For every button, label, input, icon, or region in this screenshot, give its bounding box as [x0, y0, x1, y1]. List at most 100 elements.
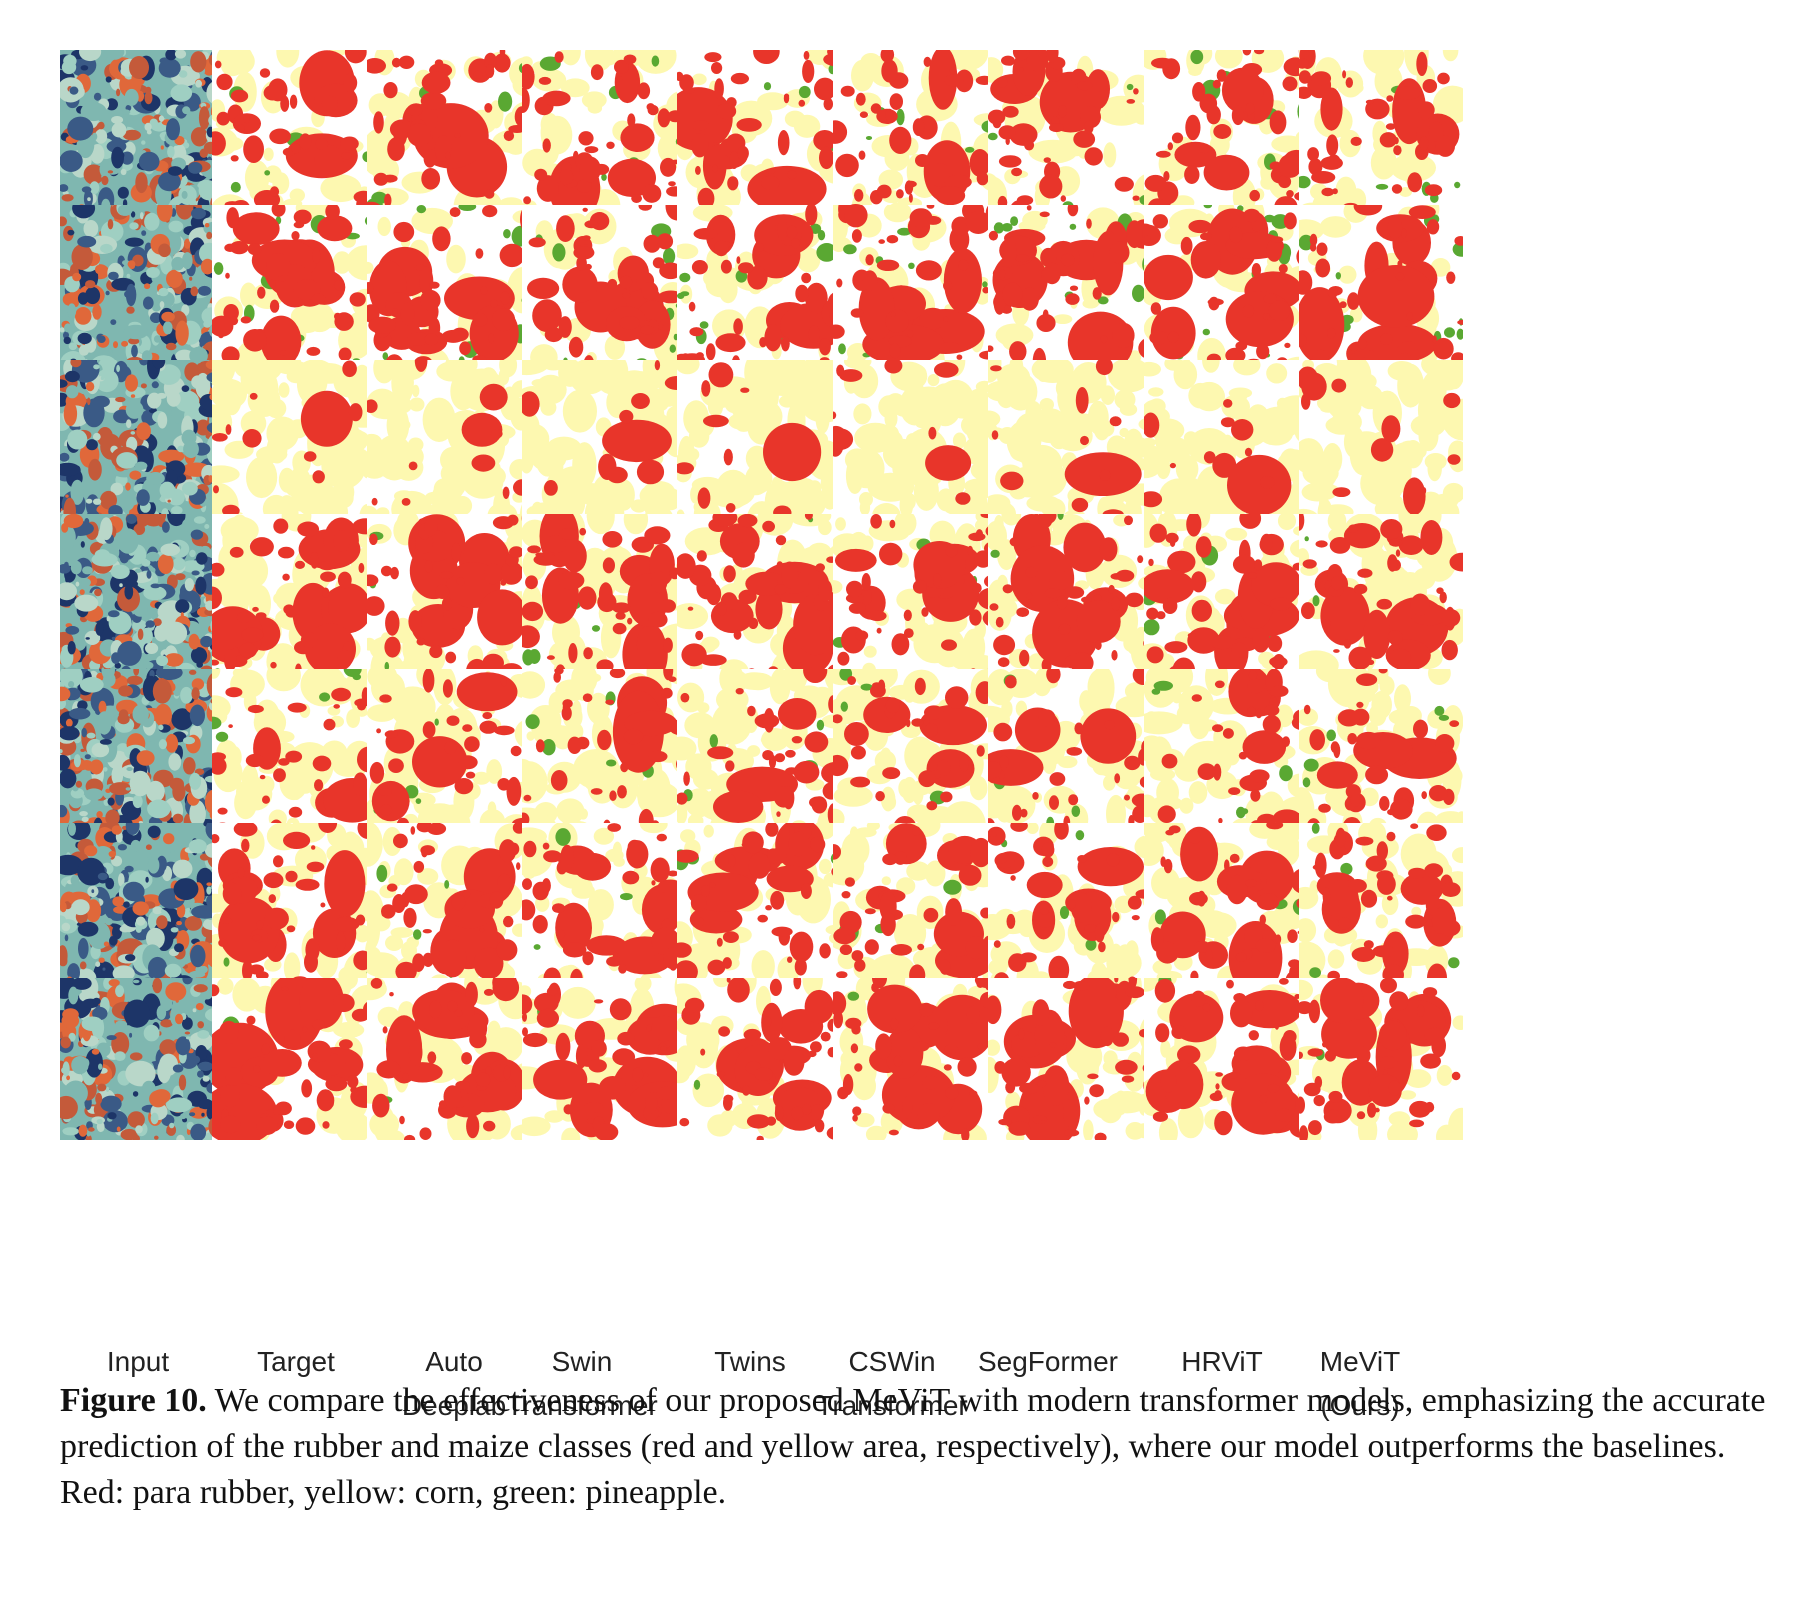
pineapple-region — [1132, 284, 1145, 303]
input-texture — [108, 850, 116, 858]
segmentation-map-row2-twins — [677, 205, 841, 367]
rubber-region — [1263, 293, 1278, 304]
input-texture — [79, 677, 104, 693]
rubber-region — [1012, 50, 1030, 61]
corn-region — [760, 735, 778, 745]
pineapple-region — [601, 173, 607, 181]
rubber-region — [762, 520, 775, 533]
input-texture — [111, 765, 124, 786]
rubber-region — [847, 676, 856, 685]
rubber-region — [862, 270, 878, 291]
rubber-region — [1420, 520, 1443, 555]
corn-region — [1399, 706, 1422, 726]
input-texture — [89, 181, 100, 195]
rubber-region — [358, 562, 365, 574]
input-texture — [163, 321, 173, 335]
rubber-region — [998, 76, 1008, 88]
corn-region — [1386, 565, 1408, 595]
rubber-region — [793, 760, 820, 784]
rubber-region — [988, 761, 1002, 779]
rubber-region — [1164, 641, 1188, 654]
rubber-region — [905, 718, 911, 728]
rubber-region — [1437, 72, 1450, 85]
input-texture — [92, 304, 102, 320]
rubber-region — [441, 329, 465, 343]
rubber-region — [1242, 730, 1287, 764]
input-texture — [166, 269, 183, 288]
corn-region — [391, 361, 414, 405]
rubber-region — [1347, 292, 1360, 310]
rubber-region — [348, 403, 363, 422]
rubber-region — [748, 617, 759, 629]
input-texture — [112, 965, 135, 982]
rubber-region — [936, 759, 951, 776]
input-texture — [80, 65, 89, 71]
input-texture — [126, 306, 135, 314]
input-image-row1-input — [60, 50, 224, 212]
rubber-region — [1042, 309, 1049, 319]
input-texture — [111, 146, 124, 169]
corn-region — [376, 360, 387, 367]
rubber-region — [785, 749, 796, 758]
rubber-region — [621, 292, 631, 299]
rubber-region — [1353, 205, 1383, 216]
input-texture — [69, 86, 79, 95]
segmentation-map-row3-target — [212, 360, 376, 522]
input-texture — [121, 109, 131, 115]
segmentation-map-row2-hrvit — [1144, 205, 1308, 367]
rubber-region — [944, 74, 964, 87]
corn-region — [1363, 50, 1405, 76]
rubber-region — [691, 260, 708, 275]
rubber-region — [1232, 554, 1256, 574]
pineapple-region — [680, 291, 690, 297]
rubber-region — [801, 272, 812, 284]
rubber-region — [293, 209, 312, 225]
input-texture — [178, 70, 188, 78]
corn-region — [859, 499, 871, 516]
rubber-region — [550, 770, 568, 791]
rubber-region — [1357, 338, 1368, 350]
rubber-region — [677, 792, 688, 805]
rubber-region — [573, 246, 595, 260]
rubber-region — [1391, 184, 1403, 194]
corn-region — [526, 731, 535, 741]
rubber-region — [422, 669, 435, 693]
rubber-region — [1058, 623, 1071, 635]
rubber-region — [522, 87, 530, 113]
rubber-region — [1167, 142, 1173, 151]
corn-region — [212, 360, 236, 387]
rubber-region — [868, 610, 887, 622]
segmentation-map-row4-cswin — [833, 514, 997, 676]
input-texture — [161, 311, 175, 322]
rubber-region — [840, 85, 855, 97]
rubber-region — [488, 333, 495, 344]
corn-region — [558, 360, 583, 387]
input-texture — [160, 909, 165, 913]
rubber-region — [1327, 287, 1338, 298]
input-texture — [146, 472, 165, 485]
corn-region — [1335, 176, 1357, 205]
pineapple-region — [1335, 272, 1341, 280]
rubber-region — [229, 546, 244, 558]
input-texture — [96, 811, 103, 819]
input-texture — [64, 370, 80, 383]
rubber-region — [1315, 577, 1323, 584]
corn-region — [988, 173, 1000, 201]
rubber-region — [687, 606, 694, 611]
rubber-region — [1104, 720, 1116, 730]
corn-region — [581, 91, 607, 109]
rubber-region — [631, 194, 642, 203]
rubber-region — [1075, 387, 1089, 414]
rubber-region — [923, 56, 932, 67]
corn-region — [735, 418, 753, 432]
corn-region — [241, 764, 259, 793]
rubber-region — [681, 643, 707, 667]
corn-region — [246, 456, 278, 499]
rubber-region — [615, 612, 626, 620]
rubber-region — [885, 108, 894, 122]
rubber-region — [1228, 787, 1241, 795]
rubber-region — [1212, 452, 1237, 478]
rubber-region — [212, 586, 222, 610]
rubber-region — [434, 59, 444, 67]
input-texture — [63, 514, 84, 529]
